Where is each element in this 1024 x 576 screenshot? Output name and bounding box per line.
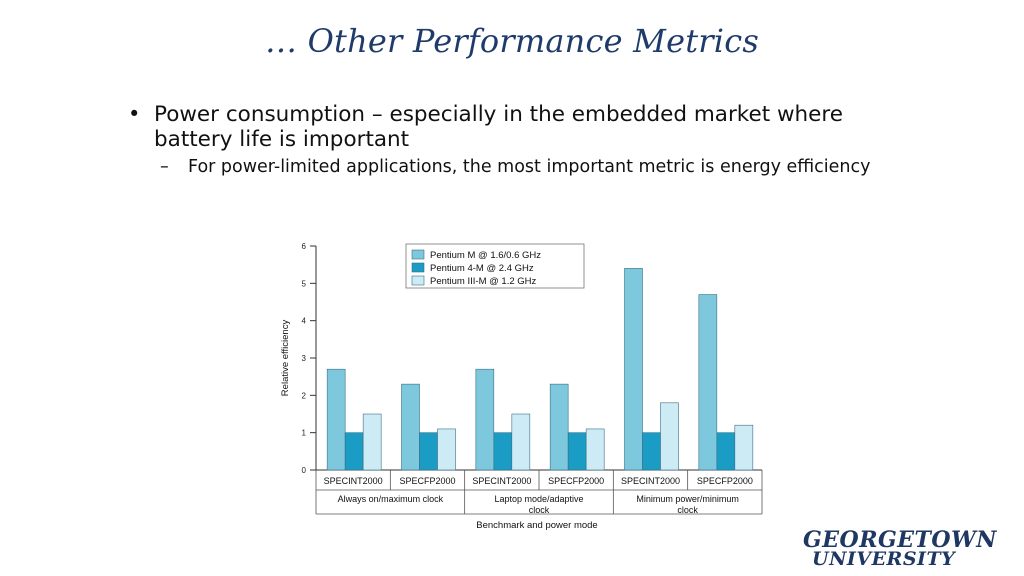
bar xyxy=(549,383,569,471)
bar xyxy=(419,432,438,471)
bar xyxy=(624,268,643,471)
legend-label: Pentium 4-M @ 2.4 GHz xyxy=(430,263,534,274)
slide-title: … Other Performance Metrics xyxy=(265,22,759,60)
legend-label: Pentium M @ 1.6/0.6 GHz xyxy=(430,250,541,261)
logo-line-1: GEORGETOWN xyxy=(803,527,997,553)
logo-line-2: UNIVERSITY xyxy=(812,548,956,570)
legend-swatch xyxy=(411,249,425,260)
y-tick-label: 0 xyxy=(302,466,307,475)
x-category-label: SPECFP2000 xyxy=(697,476,753,486)
x-group-label: Minimum power/minimum xyxy=(636,494,739,504)
x-category-label: SPECINT2000 xyxy=(472,476,531,486)
y-tick-label: 6 xyxy=(302,242,307,251)
bar xyxy=(493,432,513,471)
bar xyxy=(344,432,364,471)
bar xyxy=(401,383,420,471)
y-tick-label: 2 xyxy=(302,391,307,400)
bullet-item: • Power consumption – especially in the … xyxy=(128,102,908,152)
bullet-list: • Power consumption – especially in the … xyxy=(128,102,908,178)
bar xyxy=(698,294,718,471)
y-axis-title: Relative efficiency xyxy=(280,320,291,397)
bar xyxy=(511,413,531,471)
y-tick-label: 3 xyxy=(302,354,307,363)
x-group-label: clock xyxy=(529,505,550,515)
bar xyxy=(326,368,346,471)
y-tick-label: 1 xyxy=(302,429,307,438)
university-logo: GEORGETOWN UNIVERSITY xyxy=(803,527,1003,570)
x-group-label: clock xyxy=(677,505,698,515)
bullet-marker: • xyxy=(128,102,141,126)
y-tick-label: 4 xyxy=(302,317,307,326)
bar xyxy=(585,428,605,471)
bar xyxy=(642,432,661,471)
x-group-label: Always on/maximum clock xyxy=(338,494,444,504)
sub-bullet-text: For power-limited applications, the most… xyxy=(188,157,871,177)
x-group-label: Laptop mode/adaptive xyxy=(494,494,583,504)
sub-bullet-marker: – xyxy=(160,157,169,177)
legend-label: Pentium III-M @ 1.2 GHz xyxy=(430,276,537,287)
legend-swatch xyxy=(411,262,425,273)
bar xyxy=(660,402,679,471)
y-tick-label: 5 xyxy=(302,279,307,288)
bar xyxy=(567,432,587,471)
legend-swatch xyxy=(411,275,425,286)
bullet-text: Power consumption – especially in the em… xyxy=(154,102,844,152)
legend-box xyxy=(405,243,585,289)
bar xyxy=(716,432,736,471)
x-category-label: SPECINT2000 xyxy=(324,476,383,486)
x-category-label: SPECINT2000 xyxy=(621,476,680,486)
x-category-label: SPECFP2000 xyxy=(548,476,604,486)
bar xyxy=(475,368,495,471)
x-axis-title: Benchmark and power mode xyxy=(476,520,597,531)
x-category-label: SPECFP2000 xyxy=(399,476,455,486)
sub-bullet-item: – For power-limited applications, the mo… xyxy=(128,156,908,178)
bar xyxy=(734,424,754,471)
bar xyxy=(362,413,382,471)
bar xyxy=(437,428,456,471)
